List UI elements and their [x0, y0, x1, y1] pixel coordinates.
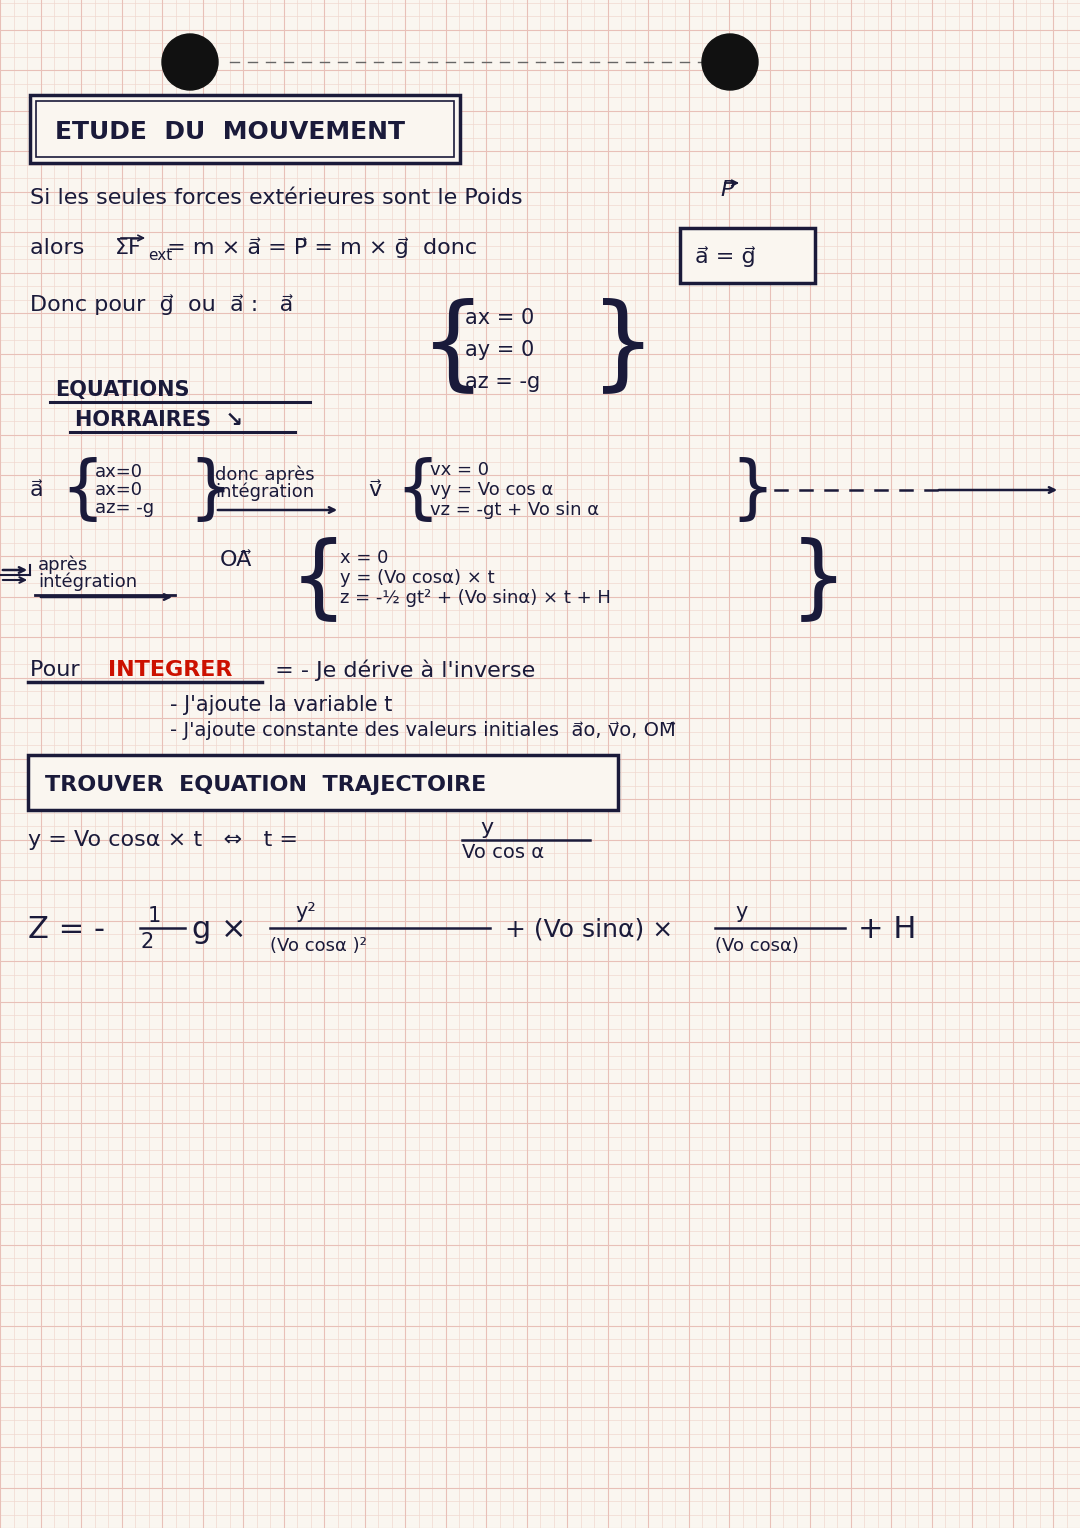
Text: y: y	[735, 902, 747, 921]
Text: ax=0: ax=0	[95, 463, 143, 481]
Text: Si les seules forces extérieures sont le Poids: Si les seules forces extérieures sont le…	[30, 188, 523, 208]
Text: }: }	[730, 457, 774, 524]
Text: - J'ajoute la variable t: - J'ajoute la variable t	[170, 695, 392, 715]
Text: INTEGRER: INTEGRER	[108, 660, 232, 680]
Text: }: }	[590, 298, 657, 399]
Text: vy = Vo cos α: vy = Vo cos α	[430, 481, 553, 500]
Text: y = Vo cosα × t   ⇔   t =: y = Vo cosα × t ⇔ t =	[28, 830, 306, 850]
Text: a⃗ = g⃗: a⃗ = g⃗	[696, 246, 756, 267]
Text: = m × a⃗ = P⃗ = m × g⃗  donc: = m × a⃗ = P⃗ = m × g⃗ donc	[160, 238, 477, 258]
Text: Vo cos α: Vo cos α	[462, 842, 544, 862]
Text: EQUATIONS: EQUATIONS	[55, 380, 189, 400]
Text: après: après	[38, 556, 89, 575]
Text: 2: 2	[140, 932, 153, 952]
Text: (Vo cosα): (Vo cosα)	[715, 937, 799, 955]
Text: }: }	[188, 457, 232, 524]
Text: az = -g: az = -g	[465, 371, 540, 393]
Text: donc après: donc après	[215, 466, 314, 484]
Bar	[680, 228, 815, 283]
Text: ETUDE  DU  MOUVEMENT: ETUDE DU MOUVEMENT	[55, 121, 405, 144]
Text: {: {	[395, 457, 440, 524]
Text: 1: 1	[148, 906, 161, 926]
Text: z = -½ gt² + (Vo sinα) × t + H: z = -½ gt² + (Vo sinα) × t + H	[340, 588, 611, 607]
Text: alors: alors	[30, 238, 98, 258]
Bar	[28, 755, 618, 810]
Circle shape	[162, 34, 218, 90]
Text: - J'ajoute constante des valeurs initiales  a⃗o, v⃗o, OM⃗: - J'ajoute constante des valeurs initial…	[170, 721, 676, 740]
Text: }: }	[789, 536, 848, 623]
Text: vz = -gt + Vo sin α: vz = -gt + Vo sin α	[430, 501, 599, 520]
Text: + H: + H	[858, 915, 916, 944]
Text: = - Je dérive à l'inverse: = - Je dérive à l'inverse	[268, 659, 536, 681]
Text: Pour: Pour	[30, 660, 94, 680]
Circle shape	[702, 34, 758, 90]
Text: TROUVER  EQUATION  TRAJECTOIRE: TROUVER EQUATION TRAJECTOIRE	[45, 775, 486, 795]
Text: x = 0: x = 0	[340, 549, 389, 567]
Text: ax = 0: ax = 0	[465, 309, 535, 329]
Text: y: y	[480, 817, 494, 837]
Text: OA⃗: OA⃗	[220, 550, 253, 570]
Text: a⃗: a⃗	[30, 480, 43, 500]
Text: ext: ext	[148, 248, 172, 263]
Text: az= -g: az= -g	[95, 500, 154, 516]
Text: y = (Vo cosα) × t: y = (Vo cosα) × t	[340, 568, 495, 587]
Text: Z = -: Z = -	[28, 915, 105, 944]
Text: ax=0: ax=0	[95, 481, 143, 500]
Text: {: {	[60, 457, 105, 524]
Text: HORRAIRES  ↘: HORRAIRES ↘	[75, 410, 243, 429]
Bar	[36, 101, 454, 157]
Text: y²: y²	[295, 902, 315, 921]
Text: intégration: intégration	[215, 483, 314, 501]
Text: + (Vo sinα) ×: + (Vo sinα) ×	[505, 918, 673, 941]
Text: ΣF: ΣF	[114, 238, 141, 258]
Text: (Vo cosα )²: (Vo cosα )²	[270, 937, 367, 955]
Text: vx = 0: vx = 0	[430, 461, 489, 478]
Text: Donc pour  g⃗  ou  a⃗ :   a⃗: Donc pour g⃗ ou a⃗ : a⃗	[30, 295, 294, 315]
Bar	[30, 95, 460, 163]
Text: {: {	[291, 536, 348, 623]
Text: g ×: g ×	[192, 915, 246, 944]
Text: v⃗: v⃗	[368, 480, 381, 500]
Text: {: {	[420, 298, 486, 399]
Text: ay = 0: ay = 0	[465, 341, 535, 361]
Text: P: P	[720, 180, 733, 200]
Text: intégration: intégration	[38, 573, 137, 591]
